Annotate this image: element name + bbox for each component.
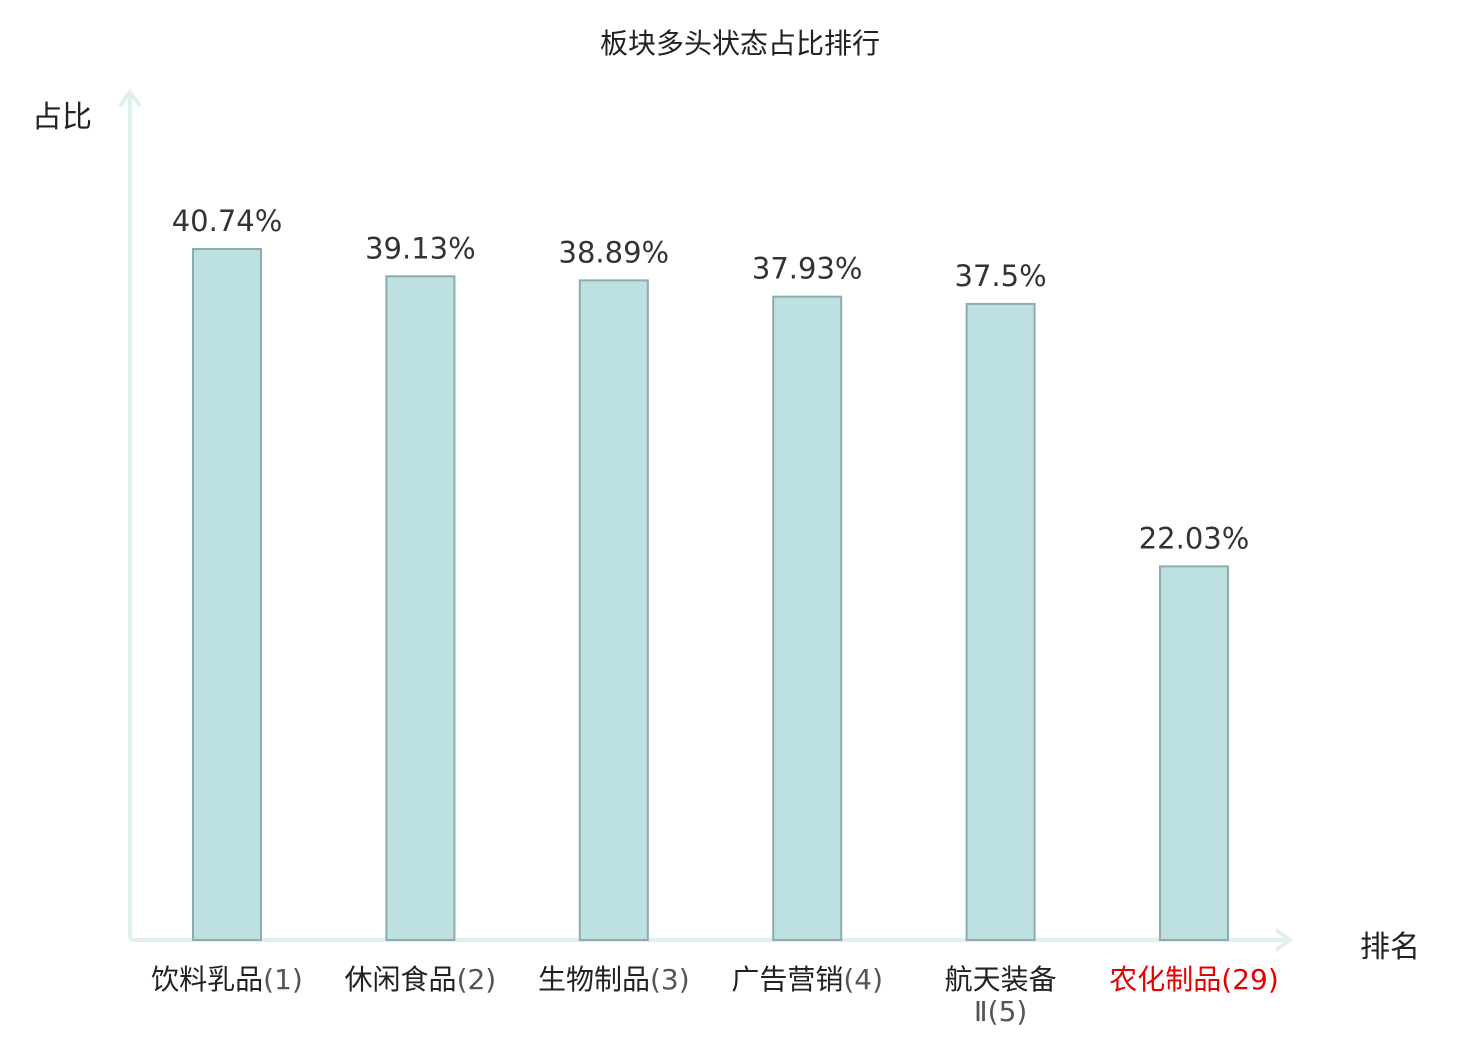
x-axis-arrow — [1274, 928, 1294, 952]
category-label: 休闲食品(2) — [320, 964, 520, 996]
chart-title: 板块多头状态占比排行 — [599, 27, 880, 60]
category-rank: (29) — [1221, 963, 1279, 996]
bar — [385, 275, 456, 941]
category-rank: (1) — [263, 963, 303, 996]
category-label: 生物制品(3) — [514, 964, 714, 996]
category-label-line2: Ⅱ(5) — [901, 996, 1101, 1028]
category-name: 休闲食品 — [344, 963, 457, 996]
bar — [965, 302, 1036, 941]
bars — [192, 248, 1229, 942]
y-axis-label: 占比 — [32, 100, 92, 135]
category-rank: (4) — [843, 963, 884, 996]
category-name: 饮料乳品 — [151, 963, 264, 996]
category-name: 广告营销 — [731, 963, 844, 996]
category-label: 航天装备 Ⅱ(5) — [901, 964, 1101, 1028]
bar — [578, 279, 649, 942]
category-label: 广告营销(4) — [707, 964, 907, 996]
value-label: 40.74% — [172, 204, 283, 238]
category-rank: (5) — [987, 995, 1028, 1028]
value-labels: 40.74% 39.13% 38.89% 37.93% 37.5% 22.03% — [172, 204, 1250, 555]
x-axis-label: 排名 — [1360, 930, 1420, 965]
y-axis-arrow — [118, 88, 142, 108]
category-rank: (3) — [649, 963, 690, 996]
bar — [772, 295, 843, 941]
category-label: 饮料乳品(1) — [127, 964, 327, 996]
category-rank: (2) — [456, 963, 497, 996]
axes — [118, 88, 1294, 952]
value-label: 37.93% — [752, 252, 863, 286]
category-label: 农化制品(29) — [1094, 964, 1294, 996]
value-label: 38.89% — [559, 235, 670, 269]
category-name: 生物制品 — [537, 963, 650, 996]
value-label: 39.13% — [365, 231, 476, 265]
value-label: 22.03% — [1139, 521, 1250, 555]
category-name-suffix: Ⅱ — [973, 995, 988, 1028]
value-label: 37.5% — [955, 259, 1047, 293]
category-name: 航天装备 — [944, 963, 1057, 996]
category-name: 农化制品 — [1109, 963, 1222, 996]
bar — [1159, 565, 1229, 941]
bar — [192, 248, 262, 941]
